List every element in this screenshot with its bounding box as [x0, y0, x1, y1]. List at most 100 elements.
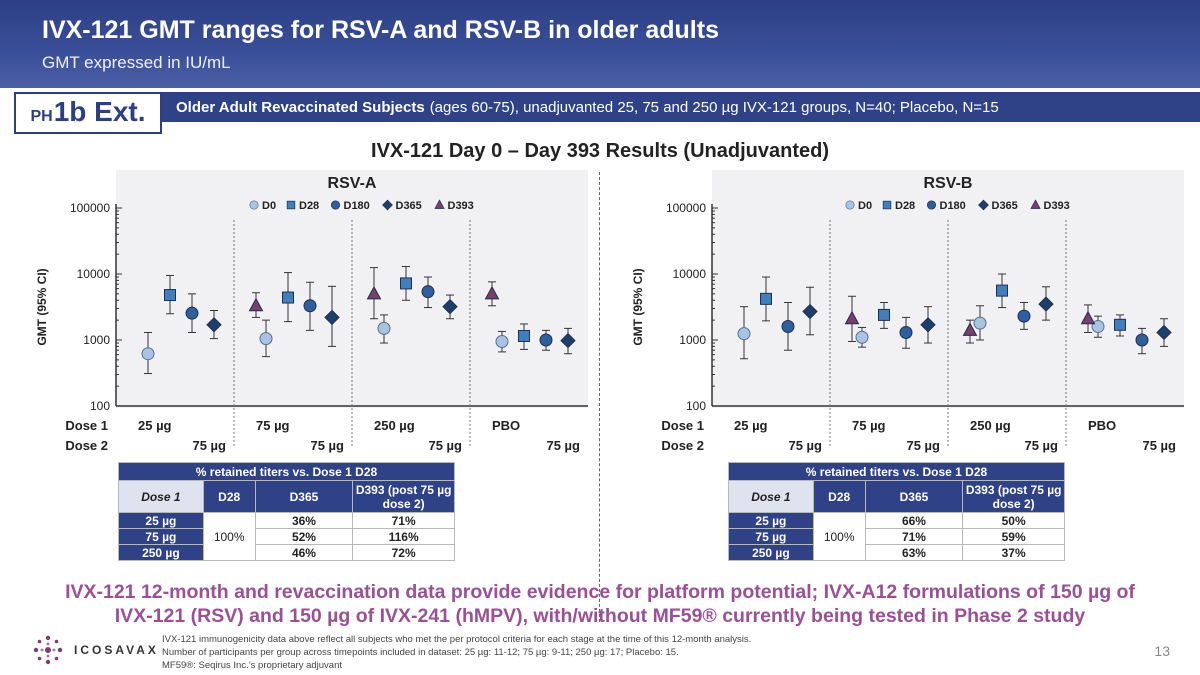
series-d0: [737, 305, 1105, 360]
page-number: 13: [1154, 643, 1170, 659]
row-label-dose2: Dose 2: [661, 438, 704, 453]
y-tick-label: 1000: [679, 333, 706, 347]
row-dose: 25 µg: [728, 512, 814, 529]
marker-d365: [324, 309, 340, 326]
header-dose1: Dose 1: [728, 480, 814, 513]
marker-d28: [760, 292, 772, 305]
marker-d365: [442, 298, 458, 315]
d28-value: 100%: [202, 512, 256, 561]
retained-titers-table-rsv-b: % retained titers vs. Dose 1 D28 Dose 1 …: [728, 462, 1065, 561]
legend-label-d0: D0: [858, 200, 872, 212]
marker-d28: [282, 291, 294, 304]
row-label-dose1: Dose 1: [65, 418, 108, 433]
dose1-label: 25 µg: [138, 418, 172, 433]
row-dose: 250 µg: [728, 544, 814, 561]
table-row: 25 µg 100% 36% 71%: [118, 512, 455, 561]
marker-d365: [802, 303, 818, 320]
dose2-label: 75 µg: [906, 438, 940, 453]
marker-d365: [1038, 296, 1054, 312]
legend-marker-d180: [926, 200, 937, 210]
y-tick-label: 100000: [70, 201, 110, 215]
cohort-rest: (ages 60-75), unadjuvanted 25, 75 and 25…: [429, 98, 999, 116]
rsv-a-chart: RSV-A D0 D28 D180 D365 D393 100 1000 10000 100000…: [35, 170, 588, 453]
legend-label-d365: D365: [396, 200, 422, 212]
series-d0: [141, 314, 509, 375]
dose2-label: 75 µg: [1024, 438, 1058, 453]
marker-d393: [962, 322, 978, 336]
dose2-label: 75 µg: [1142, 438, 1176, 453]
legend-marker-d365: [382, 199, 393, 211]
marker-d393: [844, 310, 860, 325]
marker-d365: [206, 317, 222, 333]
marker-d180: [539, 333, 553, 347]
table-row: 75 µg 71% 59%: [728, 528, 1065, 545]
marker-d180: [781, 320, 795, 334]
marker-d28: [518, 329, 530, 342]
marker-d365: [560, 332, 576, 349]
chart-title: RSV-B: [924, 175, 973, 192]
cohort-description: Older Adult Revaccinated Subjects (ages …: [162, 92, 1200, 122]
row-dose: 75 µg: [118, 528, 204, 545]
d393-value: 71%: [352, 512, 455, 529]
dose1-label: 75 µg: [256, 418, 290, 433]
dose2-label: 75 µg: [428, 438, 462, 453]
footnote-2: Number of participants per group across …: [162, 647, 679, 658]
legend-marker-d180: [330, 200, 341, 210]
y-tick-label: 10000: [673, 267, 707, 281]
header-d28: D28: [812, 480, 866, 513]
row-label-dose1: Dose 1: [661, 418, 704, 433]
marker-d0: [377, 321, 391, 335]
dose2-label: 75 µg: [192, 438, 226, 453]
marker-d180: [185, 306, 199, 320]
marker-d0: [141, 347, 155, 361]
table-caption: % retained titers vs. Dose 1 D28: [118, 462, 455, 481]
row-dose: 25 µg: [118, 512, 204, 529]
footnotes: IVX-121 immunogenicity data above reflec…: [162, 633, 751, 672]
footnote-3: MF59®: Seqirus Inc.’s proprietary adjuva…: [162, 660, 343, 671]
series-d28: [760, 273, 1126, 337]
marker-d393: [484, 285, 500, 300]
marker-d180: [303, 299, 317, 313]
cohort-bold: Older Adult Revaccinated Subjects: [176, 98, 425, 116]
marker-d28: [996, 284, 1008, 297]
header-banner: IVX-121 GMT ranges for RSV-A and RSV-B i…: [0, 0, 1200, 88]
table-row: 250 µg 46% 72%: [118, 544, 455, 561]
legend-label-d180: D180: [940, 200, 966, 212]
y-tick-label: 1000: [83, 333, 110, 347]
legend-label-d28: D28: [299, 200, 319, 212]
legend-label-d393: D393: [1044, 200, 1070, 212]
phase-badge-prefix: PH: [30, 108, 53, 125]
dose2-label: 75 µg: [788, 438, 822, 453]
y-axis-label: GMT (95% CI): [35, 268, 49, 345]
rsv-b-chart: RSV-B D0 D28 D180 D365 D393 100 1000 10000 100000…: [631, 170, 1184, 453]
header-d28: D28: [202, 480, 256, 513]
dose1-label: 75 µg: [852, 418, 886, 433]
marker-d0: [855, 330, 869, 344]
marker-d0: [737, 327, 751, 341]
center-divider: [599, 172, 600, 622]
legend-label-d365: D365: [992, 200, 1018, 212]
marker-d28: [878, 308, 890, 321]
header-d393: D393 (post 75 µg dose 2): [962, 480, 1065, 513]
d393-value: 37%: [962, 544, 1065, 561]
marker-d365: [1156, 324, 1172, 341]
d393-value: 50%: [962, 512, 1065, 529]
row-dose: 250 µg: [118, 544, 204, 561]
dose1-label: 250 µg: [374, 418, 415, 433]
y-axis-label: GMT (95% CI): [631, 268, 645, 345]
series-d393: [844, 295, 1096, 344]
d365-value: 36%: [254, 512, 354, 529]
table-row: 25 µg 100% 66% 50%: [728, 512, 1065, 561]
table-row: 250 µg 63% 37%: [728, 544, 1065, 561]
legend-label-d180: D180: [344, 200, 370, 212]
footnote-1: IVX-121 immunogenicity data above reflec…: [162, 634, 752, 645]
dose1-label: PBO: [492, 418, 520, 433]
marker-d0: [973, 316, 987, 330]
series-d180: [781, 301, 1149, 355]
d365-value: 52%: [254, 528, 354, 545]
series-d365: [206, 285, 576, 355]
row-label-dose2: Dose 2: [65, 438, 108, 453]
legend-label-d0: D0: [262, 200, 276, 212]
d28-value: 100%: [812, 512, 866, 561]
legend-marker-d0: [249, 200, 259, 210]
